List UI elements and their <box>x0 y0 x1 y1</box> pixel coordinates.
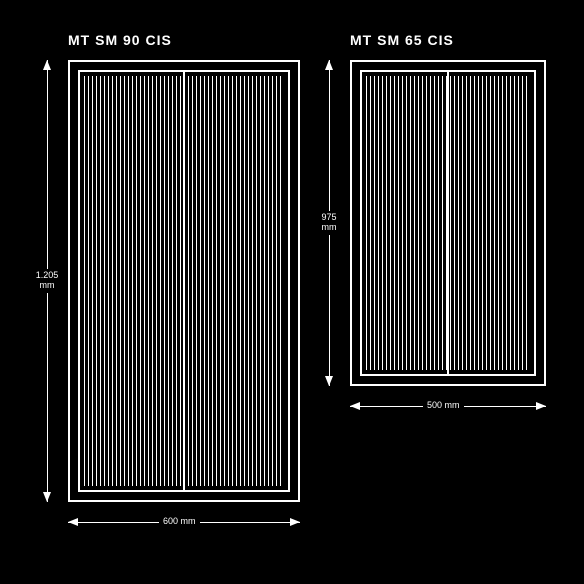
panel90-center-divider <box>183 72 185 490</box>
panel65-height-label: 975mm <box>313 211 345 235</box>
panel90-width-label: 600 mm <box>159 516 200 526</box>
panel65-center-divider <box>447 72 449 374</box>
panel90-inner-frame <box>78 70 290 492</box>
panel90-width-arrow-right <box>290 518 300 526</box>
panel65-height-arrow-up <box>325 60 333 70</box>
panel65-width-arrow-left <box>350 402 360 410</box>
panel65-inner-frame <box>360 70 536 376</box>
panel90-title: MT SM 90 CIS <box>68 32 172 48</box>
panel65-height-arrow-down <box>325 376 333 386</box>
diagram-canvas: MT SM 90 CIS 600 mm 1.205mm MT SM 65 CIS 500… <box>0 0 584 584</box>
panel90-height-arrow-down <box>43 492 51 502</box>
panel90-height-label: 1.205mm <box>31 269 63 293</box>
panel65-width-label: 500 mm <box>423 400 464 410</box>
panel90-width-arrow-left <box>68 518 78 526</box>
panel65-title: MT SM 65 CIS <box>350 32 454 48</box>
panel65-width-arrow-right <box>536 402 546 410</box>
panel90-height-arrow-up <box>43 60 51 70</box>
